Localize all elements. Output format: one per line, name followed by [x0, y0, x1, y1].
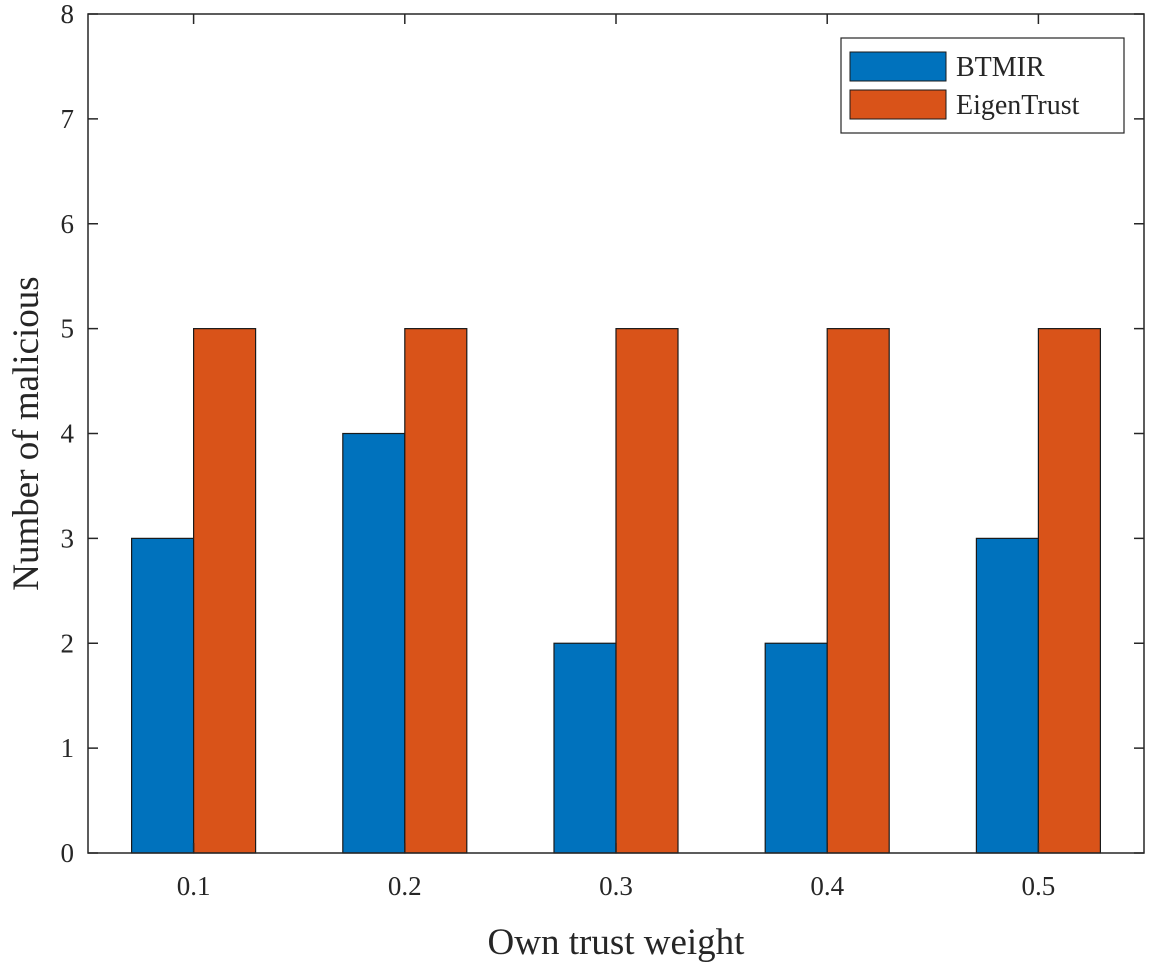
y-axis-title: Number of malicious [6, 276, 47, 590]
ticks-layer: 0 1 2 3 4 5 6 7 8 0.1 0.2 0.3 0.4 0.5 [61, 0, 1144, 901]
y-tick-label: 8 [61, 0, 75, 29]
y-tick-label: 5 [61, 314, 75, 344]
bar-eigentrust-0.1 [193, 328, 257, 854]
legend-label-eigentrust: EigenTrust [956, 90, 1080, 121]
y-tick-label: 3 [61, 523, 75, 553]
bar-btmir-0.1 [131, 537, 195, 854]
bar-btmir-0.5 [975, 537, 1040, 854]
x-tick-label: 0.2 [388, 871, 422, 901]
y-tick-label: 2 [61, 628, 75, 658]
bar-eigentrust-0.3 [615, 328, 679, 854]
bar-eigentrust-0.2 [404, 328, 468, 854]
x-tick-label: 0.5 [1022, 871, 1056, 901]
bar-btmir-0.3 [553, 642, 617, 854]
x-tick-label: 0.1 [177, 871, 211, 901]
legend-label-btmir: BTMIR [956, 52, 1045, 83]
bar-btmir-0.4 [764, 642, 828, 854]
x-tick-label: 0.4 [810, 871, 844, 901]
x-axis-title: Own trust weight [488, 922, 746, 963]
bar-eigentrust-0.4 [826, 328, 890, 854]
legend-swatch-btmir [849, 51, 947, 82]
y-tick-label: 1 [61, 733, 75, 763]
x-tick-label: 0.3 [599, 871, 633, 901]
legend: BTMIR EigenTrust [840, 37, 1125, 134]
bar-btmir-0.2 [342, 432, 406, 854]
y-tick-label: 6 [61, 209, 75, 239]
y-tick-label: 7 [61, 104, 75, 134]
y-tick-label: 4 [61, 419, 75, 449]
bar-eigentrust-0.5 [1037, 328, 1102, 854]
legend-swatch-eigentrust [849, 89, 947, 120]
bars-layer [131, 328, 1102, 854]
y-tick-label: 0 [61, 838, 75, 868]
